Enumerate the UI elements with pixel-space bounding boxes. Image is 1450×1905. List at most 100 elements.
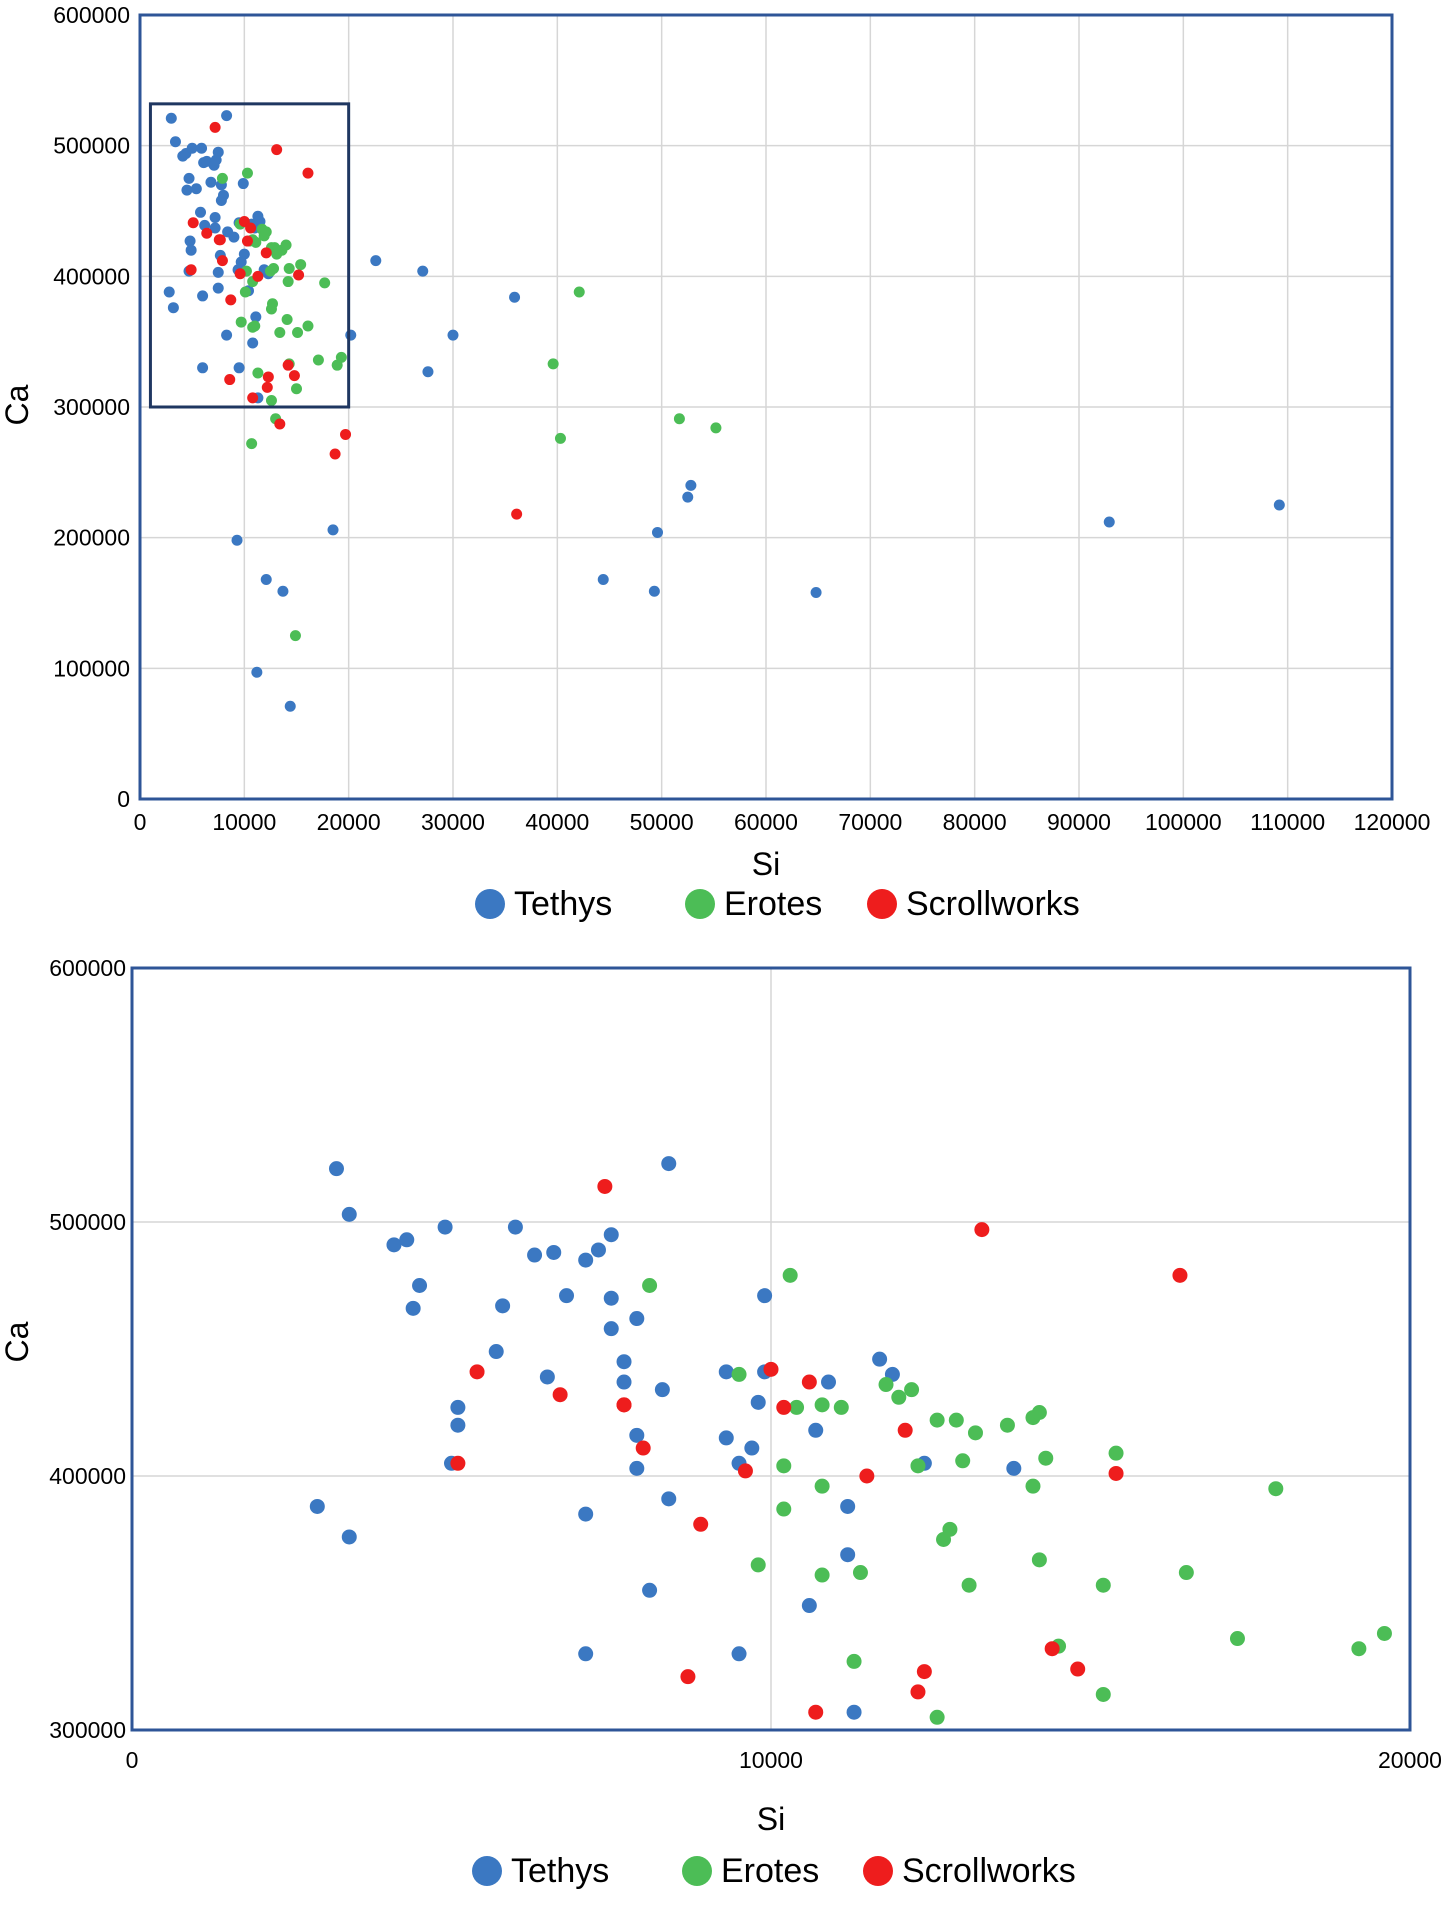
point-erotes [929, 1709, 945, 1725]
point-tethys [309, 1498, 325, 1514]
point-scrollworks [680, 1669, 696, 1685]
point-tethys [629, 1460, 645, 1476]
point-tethys [195, 206, 207, 218]
point-tethys [190, 183, 202, 195]
point-tethys [578, 1506, 594, 1522]
point-erotes [573, 286, 585, 298]
point-erotes [731, 1366, 747, 1382]
legend-marker-erotes [685, 889, 715, 919]
point-erotes [910, 1458, 926, 1474]
point-erotes [291, 383, 302, 395]
point-tethys [810, 587, 822, 599]
point-tethys [578, 1646, 594, 1662]
point-tethys [422, 366, 434, 378]
point-erotes [249, 320, 261, 332]
y-axis-label: Ca [0, 384, 35, 425]
y-tick-label: 100000 [53, 655, 130, 681]
point-erotes [1229, 1631, 1245, 1647]
point-erotes [289, 630, 301, 642]
point-scrollworks [616, 1397, 632, 1413]
point-scrollworks [224, 374, 236, 386]
point-erotes [1025, 1478, 1041, 1494]
point-erotes [335, 351, 347, 363]
point-erotes [268, 262, 280, 274]
point-tethys [186, 142, 198, 154]
point-tethys [578, 1252, 594, 1268]
point-tethys [228, 231, 240, 243]
point-tethys [212, 282, 224, 294]
point-tethys [233, 362, 245, 374]
point-tethys [217, 189, 229, 201]
point-erotes [782, 1267, 798, 1283]
legend-label-tethys: Tethys [514, 885, 612, 923]
point-erotes [280, 239, 292, 251]
point-erotes [750, 1557, 766, 1573]
y-axis-label: Ca [0, 1321, 35, 1362]
point-tethys [450, 1399, 466, 1415]
point-erotes [814, 1567, 830, 1583]
plot-frame [138, 13, 1394, 801]
point-erotes [319, 277, 331, 289]
point-scrollworks [187, 217, 199, 229]
point-erotes [967, 1425, 983, 1441]
point-tethys [661, 1491, 677, 1507]
point-scrollworks [801, 1374, 817, 1390]
point-tethys [539, 1369, 555, 1385]
point-tethys [718, 1364, 734, 1380]
point-tethys [284, 700, 296, 712]
point-tethys [386, 1237, 402, 1253]
point-erotes [292, 327, 304, 339]
legend-marker-erotes [682, 1856, 712, 1886]
x-tick-label: 60000 [734, 809, 798, 835]
point-erotes [878, 1377, 894, 1393]
point-scrollworks [763, 1361, 779, 1377]
overview-scatter-chart: 0 10000 20000 30000 40000 50000 60000 70000 8000… [0, 2, 1430, 923]
point-tethys [183, 172, 195, 184]
point-erotes [312, 354, 324, 366]
point-erotes [642, 1278, 658, 1293]
x-tick-label: 20000 [317, 809, 381, 835]
point-scrollworks [288, 370, 300, 382]
plot-frame [130, 966, 1412, 1732]
point-erotes [1108, 1445, 1124, 1461]
point-tethys [169, 136, 181, 148]
x-axis-label: Si [757, 1801, 785, 1837]
point-erotes [904, 1382, 920, 1398]
point-tethys [247, 337, 259, 349]
zoomed-scatter-chart: 0 10000 20000 300000 400000 500000 600000 Si Ca T… [0, 955, 1442, 1890]
point-scrollworks [1044, 1641, 1060, 1657]
point-scrollworks [974, 1222, 990, 1238]
point-erotes [250, 236, 262, 248]
point-tethys [757, 1288, 773, 1304]
point-scrollworks [293, 269, 305, 281]
point-scrollworks [282, 359, 294, 371]
point-tethys [237, 178, 249, 190]
point-tethys [250, 311, 262, 323]
point-erotes [239, 286, 251, 298]
point-tethys [260, 573, 272, 585]
point-scrollworks [214, 234, 226, 246]
point-tethys [629, 1427, 645, 1443]
point-scrollworks [511, 508, 523, 520]
point-scrollworks [234, 268, 246, 280]
legend-label-scrollworks: Scrollworks [902, 1852, 1076, 1890]
point-tethys [616, 1374, 632, 1390]
point-erotes [999, 1417, 1015, 1433]
point-erotes [554, 432, 566, 444]
point-erotes [673, 413, 685, 425]
point-tethys [603, 1290, 619, 1306]
point-erotes [1268, 1481, 1284, 1497]
point-tethys [750, 1394, 766, 1410]
point-tethys [1006, 1460, 1022, 1476]
point-scrollworks [1108, 1465, 1124, 1481]
point-tethys [209, 212, 221, 224]
point-erotes [929, 1412, 945, 1428]
point-tethys [345, 329, 357, 341]
point-scrollworks [209, 121, 221, 133]
point-tethys [165, 112, 177, 124]
x-tick-label: 50000 [630, 809, 694, 835]
legend-marker-scrollworks [867, 889, 897, 919]
point-tethys [616, 1354, 632, 1370]
point-scrollworks [450, 1455, 466, 1471]
point-erotes [265, 303, 277, 315]
